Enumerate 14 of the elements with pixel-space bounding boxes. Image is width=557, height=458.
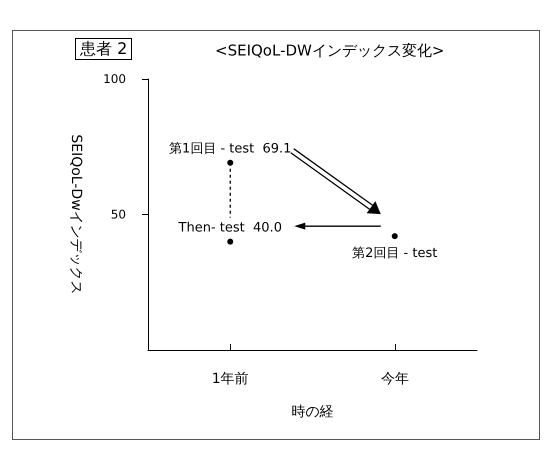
- y-tick-label: 100: [103, 72, 126, 86]
- y-axis-title: SEIQoL-Dwインデックス: [68, 134, 84, 295]
- point: [227, 160, 234, 166]
- series-label: 第2回目 - test: [352, 246, 438, 262]
- point: [227, 238, 234, 245]
- chart-title: <SEIQoL-DWインデックス変化>: [215, 42, 444, 60]
- x-axis-title: 時の経: [292, 404, 334, 420]
- y-tick-label: 50: [110, 208, 126, 222]
- x-tick-label: 1年前: [212, 371, 249, 387]
- text: Then- test 40.0: [178, 220, 282, 236]
- text: 第1回目 - test 69.1: [169, 142, 292, 157]
- point: [392, 233, 398, 240]
- x-tick-label: 今年: [380, 371, 409, 387]
- text: 患者 2: [75, 38, 132, 60]
